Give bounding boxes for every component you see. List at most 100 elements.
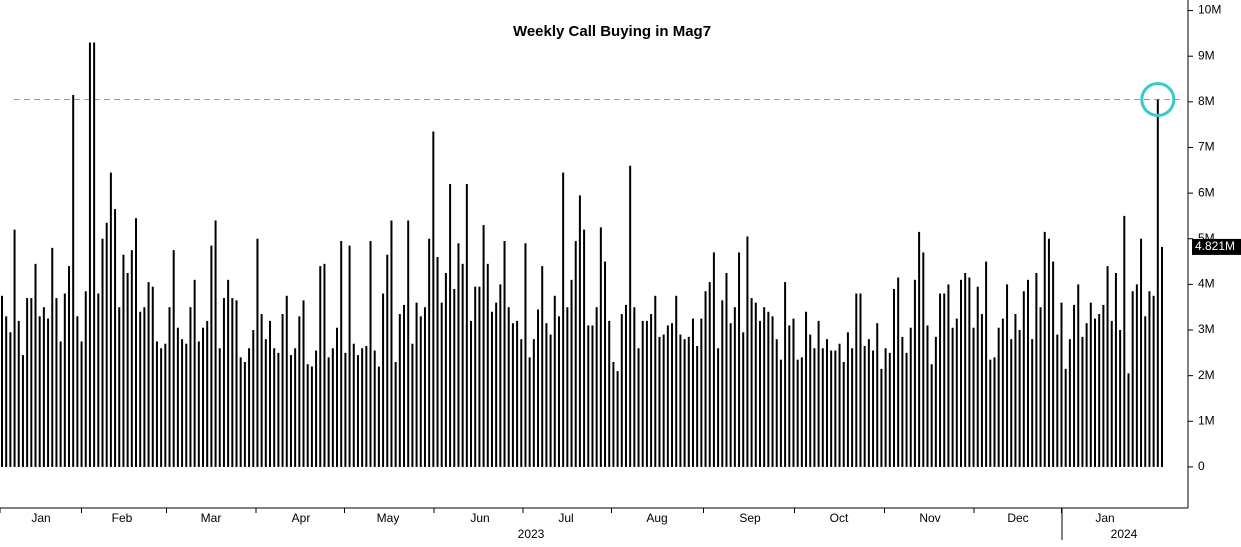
bar (298, 316, 301, 467)
bar (269, 320, 272, 467)
y-tick-label: 7M (1198, 140, 1215, 154)
bar (164, 343, 167, 467)
bar (239, 357, 242, 467)
bar (135, 218, 138, 467)
bar (666, 325, 669, 467)
bar (905, 352, 908, 467)
bar (243, 361, 246, 467)
bar (373, 350, 376, 467)
bar (926, 325, 929, 467)
bar (1135, 284, 1138, 467)
bar (624, 304, 627, 467)
bar (964, 272, 967, 467)
bar (365, 345, 368, 467)
bar (851, 348, 854, 467)
bar (650, 314, 653, 467)
bar (939, 293, 942, 467)
bar (444, 272, 447, 467)
bar (147, 282, 150, 467)
bar (855, 293, 858, 467)
bar (1127, 373, 1130, 467)
last-value-box (1192, 238, 1241, 255)
bar (231, 298, 234, 467)
bar (126, 272, 129, 467)
bar (264, 339, 267, 467)
bar (616, 371, 619, 467)
bar (771, 316, 774, 467)
bar (813, 348, 816, 467)
bar (809, 334, 812, 467)
bar (206, 320, 209, 467)
bar (825, 339, 828, 467)
bar (348, 245, 351, 467)
bar (1114, 272, 1117, 467)
bar (541, 266, 544, 467)
bar (503, 241, 506, 467)
bar (327, 357, 330, 467)
bar (256, 238, 259, 467)
bar (792, 318, 795, 467)
bar (210, 245, 213, 467)
bar (118, 307, 121, 467)
bar (423, 307, 426, 467)
bar (336, 327, 339, 467)
bar (1152, 295, 1155, 467)
bar (176, 327, 179, 467)
bar (1123, 215, 1126, 467)
bar (863, 345, 866, 467)
bar (9, 332, 12, 467)
y-tick-label: 4M (1198, 277, 1215, 291)
x-tick-label: Apr (292, 511, 311, 525)
bar (47, 318, 50, 467)
bar (570, 279, 573, 467)
x-tick-label: Feb (112, 511, 133, 525)
bar (474, 286, 477, 467)
bar (302, 300, 305, 467)
bar (633, 307, 636, 467)
bar (369, 241, 372, 467)
bar (788, 325, 791, 467)
bar (315, 350, 318, 467)
bar (700, 318, 703, 467)
bar (1073, 304, 1076, 467)
bar (989, 359, 992, 467)
bar (520, 339, 523, 467)
x-tick-label: Jan (31, 511, 50, 525)
bar (511, 323, 514, 467)
bar (289, 355, 292, 467)
bar (1052, 261, 1055, 467)
bar (578, 195, 581, 467)
bar (922, 252, 925, 467)
bar (583, 229, 586, 467)
bar (1064, 368, 1067, 467)
bar (105, 222, 108, 467)
x-tick-label: Nov (919, 511, 940, 525)
x-tick-label: Jun (470, 511, 489, 525)
bar (1068, 339, 1071, 467)
bar (687, 336, 690, 467)
bar (997, 327, 1000, 467)
bar (738, 252, 741, 467)
bar (746, 236, 749, 467)
y-tick-label: 3M (1198, 322, 1215, 336)
bar (193, 279, 196, 467)
x-tick-label: Dec (1007, 511, 1028, 525)
bar (968, 277, 971, 467)
bar (398, 314, 401, 467)
bar (109, 172, 112, 467)
bar (549, 334, 552, 467)
bar (1085, 323, 1088, 467)
bar (55, 298, 58, 467)
bar (197, 341, 200, 467)
bar (779, 359, 782, 467)
bar (784, 282, 787, 467)
bar (604, 261, 607, 467)
bar (390, 220, 393, 467)
bar (407, 220, 410, 467)
bar (892, 288, 895, 467)
bar (160, 348, 163, 467)
bar (432, 131, 435, 467)
bar (821, 348, 824, 467)
bar (545, 323, 548, 467)
bar (59, 341, 62, 467)
